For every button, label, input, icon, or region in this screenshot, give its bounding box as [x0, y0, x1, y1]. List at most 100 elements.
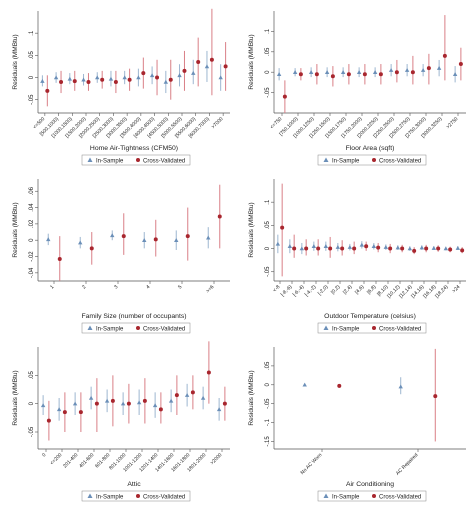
x-tick-label: >7000 [210, 116, 224, 130]
y-axis-title: Residuals (MMBtu) [248, 202, 255, 257]
in-sample-point [88, 395, 94, 400]
cross-validated-point [185, 234, 190, 239]
legend-cross-validated-label: Cross-Validated [143, 326, 185, 332]
cross-validated-point [352, 246, 357, 251]
in-sample-point [104, 398, 110, 403]
cross-validated-point [410, 70, 415, 75]
y-tick-label: -.05 [265, 87, 271, 98]
in-sample-point [308, 70, 314, 74]
legend-in-sample-marker [87, 157, 93, 162]
cross-validated-point [110, 398, 115, 403]
cross-validated-point [460, 248, 465, 253]
y-tick-label: -.05 [265, 398, 271, 409]
in-sample-point [398, 384, 403, 389]
x-tick-label: [18,24) [434, 284, 449, 299]
in-sample-point [347, 244, 353, 249]
legend-in-sample-marker [323, 157, 329, 162]
in-sample-point [287, 244, 293, 248]
legend-cross-validated-marker [372, 158, 376, 162]
legend-in-sample-label: In-Sample [332, 494, 360, 500]
in-sample-point [40, 78, 45, 83]
y-tick-label: 0 [265, 246, 271, 250]
in-sample-point [163, 79, 169, 84]
x-tick-label: >2000 [209, 452, 223, 466]
in-sample-point [292, 70, 298, 74]
in-sample-point [419, 245, 425, 250]
in-sample-point [395, 245, 401, 250]
x-tick-label: [6,8) [366, 284, 378, 296]
legend: In-Sample Cross-Validated [81, 154, 191, 166]
in-sample-point [168, 398, 174, 403]
in-sample-point [177, 73, 182, 78]
x-tick-label: <=750 [269, 116, 283, 130]
in-sample-point [431, 245, 437, 250]
cross-validated-point [100, 77, 105, 82]
cross-validated-point [378, 72, 383, 77]
in-sample-point [372, 70, 378, 74]
y-tick-label: .05 [265, 361, 271, 370]
legend: In-Sample Cross-Validated [317, 490, 427, 502]
y-tick-label: .05 [29, 371, 35, 380]
y-tick-label: .1 [265, 199, 271, 205]
x-axis-title: Family Size (number of occupants) [81, 313, 186, 320]
legend-cross-validated-label: Cross-Validated [143, 494, 185, 500]
x-tick-label: [-2,0) [317, 284, 330, 297]
cross-validated-point [174, 393, 179, 398]
y-tick-label: .1 [265, 28, 271, 34]
in-sample-point [216, 407, 222, 412]
in-sample-point [323, 244, 329, 248]
y-tick-label: -.04 [29, 267, 35, 278]
in-sample-point [53, 75, 59, 80]
cross-validated-point [113, 79, 118, 84]
in-sample-point [404, 67, 410, 72]
legend-in-sample-marker [87, 493, 93, 498]
cross-validated-point [346, 72, 351, 77]
x-tick-label: >2750 [445, 116, 459, 130]
in-sample-point [206, 235, 211, 240]
x-tick-label: >24 [451, 284, 461, 294]
cross-validated-point [223, 64, 228, 69]
cross-validated-point [209, 57, 214, 62]
cross-validated-point [59, 79, 64, 84]
chart-panel-4: -.05 0 .05 .1 Residuals (MMBtu) <-8[-8,-6)[-6… [248, 179, 466, 334]
in-sample-point [120, 401, 126, 406]
y-tick-label: .05 [29, 51, 35, 60]
cross-validated-point [126, 401, 131, 406]
cross-validated-point [280, 225, 285, 230]
legend-cross-validated-label: Cross-Validated [143, 158, 185, 164]
legend-in-sample-marker [323, 493, 329, 498]
y-axis-title: Residuals (MMBtu) [12, 202, 19, 257]
cross-validated-point [328, 246, 333, 251]
in-sample-point [46, 237, 51, 242]
legend-in-sample-marker [323, 325, 329, 330]
x-tick-label: [-8,-6) [280, 284, 294, 298]
legend-cross-validated-marker [136, 158, 140, 162]
x-tick-label: [-4,-2) [304, 284, 318, 298]
y-tick-label: .05 [265, 47, 271, 56]
cross-validated-point [426, 66, 431, 71]
cross-validated-point [127, 77, 132, 82]
legend-in-sample-label: In-Sample [332, 158, 360, 164]
cross-validated-point [442, 53, 447, 58]
legend-in-sample-marker [87, 325, 93, 330]
cross-validated-point [86, 79, 91, 84]
legend-box [317, 490, 427, 502]
in-sample-point [407, 246, 413, 251]
legend-box [81, 490, 191, 502]
in-sample-point [324, 70, 330, 74]
in-sample-point [299, 246, 305, 251]
legend-in-sample-label: In-Sample [96, 326, 124, 332]
x-tick-label: [2,4) [342, 284, 354, 296]
legend: In-Sample Cross-Validated [317, 154, 427, 166]
in-sample-point [455, 245, 461, 250]
y-tick-label: -.1 [265, 418, 271, 426]
cross-validated-point [298, 72, 303, 77]
in-sample-point [302, 382, 307, 387]
y-tick-label: .05 [265, 221, 271, 230]
in-sample-point [149, 73, 155, 78]
cross-validated-point [94, 401, 99, 406]
y-tick-label: 0 [265, 70, 271, 74]
in-sample-point [420, 67, 426, 72]
in-sample-point [184, 392, 190, 397]
